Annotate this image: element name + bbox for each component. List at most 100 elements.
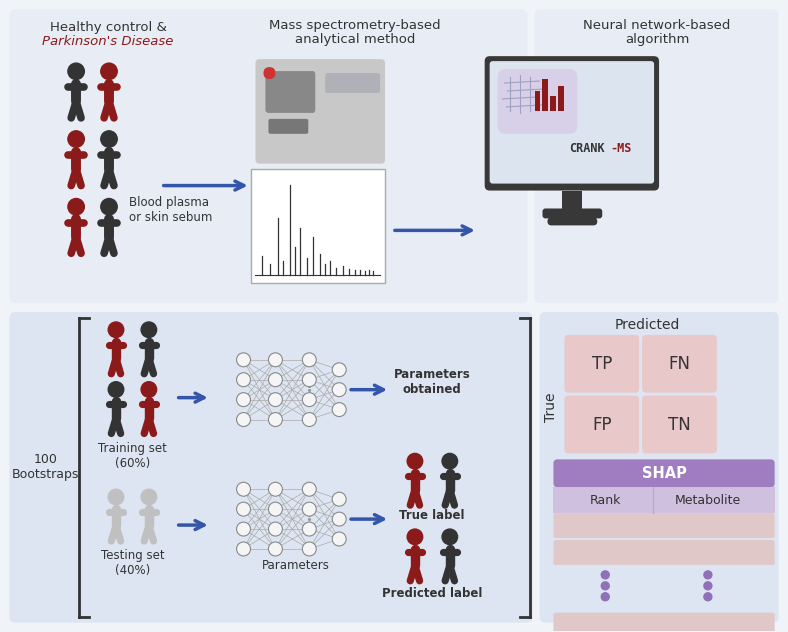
Text: Neural network-based: Neural network-based	[583, 20, 730, 32]
FancyBboxPatch shape	[489, 61, 654, 183]
FancyBboxPatch shape	[540, 312, 779, 623]
Text: algorithm: algorithm	[625, 33, 690, 46]
FancyBboxPatch shape	[266, 71, 315, 113]
Circle shape	[236, 353, 251, 367]
Circle shape	[303, 522, 316, 536]
Bar	[534, 91, 541, 111]
Circle shape	[601, 582, 609, 590]
Circle shape	[101, 63, 117, 80]
Text: Parameters
obtained: Parameters obtained	[393, 368, 470, 396]
FancyBboxPatch shape	[263, 67, 276, 79]
Circle shape	[407, 529, 422, 545]
Circle shape	[236, 413, 251, 427]
Bar	[563, 191, 582, 210]
Circle shape	[269, 482, 282, 496]
Circle shape	[303, 353, 316, 367]
FancyBboxPatch shape	[485, 56, 659, 191]
Text: Predicted label: Predicted label	[381, 586, 482, 600]
Text: Testing set
(40%): Testing set (40%)	[101, 549, 165, 577]
Circle shape	[101, 131, 117, 147]
Circle shape	[269, 353, 282, 367]
Circle shape	[108, 322, 124, 337]
Circle shape	[141, 382, 157, 398]
FancyBboxPatch shape	[542, 209, 602, 219]
Circle shape	[601, 571, 609, 579]
Text: Rank: Rank	[589, 494, 621, 507]
Circle shape	[269, 502, 282, 516]
FancyBboxPatch shape	[642, 335, 717, 392]
Circle shape	[236, 502, 251, 516]
Text: Predicted: Predicted	[615, 318, 680, 332]
Text: Parkinson's Disease: Parkinson's Disease	[43, 35, 173, 48]
Circle shape	[303, 413, 316, 427]
FancyBboxPatch shape	[255, 59, 385, 164]
Circle shape	[442, 453, 458, 469]
Circle shape	[704, 571, 712, 579]
Text: -MS: -MS	[610, 142, 632, 155]
FancyBboxPatch shape	[498, 69, 578, 134]
Circle shape	[101, 198, 117, 215]
FancyBboxPatch shape	[564, 335, 639, 392]
Bar	[251, 169, 385, 283]
Circle shape	[601, 593, 609, 601]
Circle shape	[303, 502, 316, 516]
Text: True label: True label	[399, 509, 465, 522]
Circle shape	[68, 198, 84, 215]
Bar	[551, 96, 556, 111]
Text: 100
Bootstraps: 100 Bootstraps	[12, 453, 79, 482]
FancyBboxPatch shape	[642, 396, 717, 453]
Circle shape	[333, 492, 346, 506]
FancyBboxPatch shape	[553, 513, 775, 538]
Circle shape	[407, 453, 422, 469]
Bar	[542, 79, 548, 111]
Circle shape	[442, 529, 458, 545]
Text: FP: FP	[592, 415, 611, 434]
Circle shape	[269, 373, 282, 387]
Circle shape	[141, 489, 157, 505]
Circle shape	[333, 383, 346, 397]
FancyBboxPatch shape	[548, 217, 597, 226]
Circle shape	[236, 482, 251, 496]
Circle shape	[68, 63, 84, 80]
FancyBboxPatch shape	[553, 459, 775, 487]
Text: Training set
(60%): Training set (60%)	[98, 442, 167, 470]
Circle shape	[269, 392, 282, 406]
Circle shape	[333, 532, 346, 546]
FancyBboxPatch shape	[9, 312, 533, 623]
Text: SHAP: SHAP	[641, 466, 686, 481]
Text: Mass spectrometry-based: Mass spectrometry-based	[269, 20, 441, 32]
Text: Healthy control &: Healthy control &	[50, 21, 166, 34]
Circle shape	[303, 482, 316, 496]
Circle shape	[333, 512, 346, 526]
Text: Blood plasma
or skin sebum: Blood plasma or skin sebum	[129, 195, 212, 224]
FancyBboxPatch shape	[564, 396, 639, 453]
Circle shape	[269, 522, 282, 536]
Circle shape	[236, 392, 251, 406]
FancyBboxPatch shape	[553, 540, 775, 565]
FancyBboxPatch shape	[534, 9, 779, 303]
Circle shape	[303, 373, 316, 387]
Circle shape	[333, 403, 346, 416]
Circle shape	[108, 382, 124, 398]
Circle shape	[108, 489, 124, 505]
Circle shape	[303, 542, 316, 556]
Circle shape	[141, 322, 157, 337]
FancyBboxPatch shape	[553, 612, 775, 632]
Text: analytical method: analytical method	[295, 33, 415, 46]
Text: TP: TP	[592, 355, 612, 373]
Circle shape	[269, 542, 282, 556]
Circle shape	[236, 522, 251, 536]
Circle shape	[236, 542, 251, 556]
Circle shape	[269, 413, 282, 427]
Circle shape	[704, 582, 712, 590]
FancyBboxPatch shape	[325, 73, 380, 93]
Text: True: True	[545, 393, 559, 422]
Text: Metabolite: Metabolite	[675, 494, 741, 507]
Circle shape	[236, 373, 251, 387]
Bar	[553, 487, 775, 513]
FancyBboxPatch shape	[269, 119, 308, 134]
Text: TN: TN	[668, 415, 691, 434]
FancyBboxPatch shape	[9, 9, 527, 303]
Circle shape	[68, 131, 84, 147]
Circle shape	[333, 363, 346, 377]
